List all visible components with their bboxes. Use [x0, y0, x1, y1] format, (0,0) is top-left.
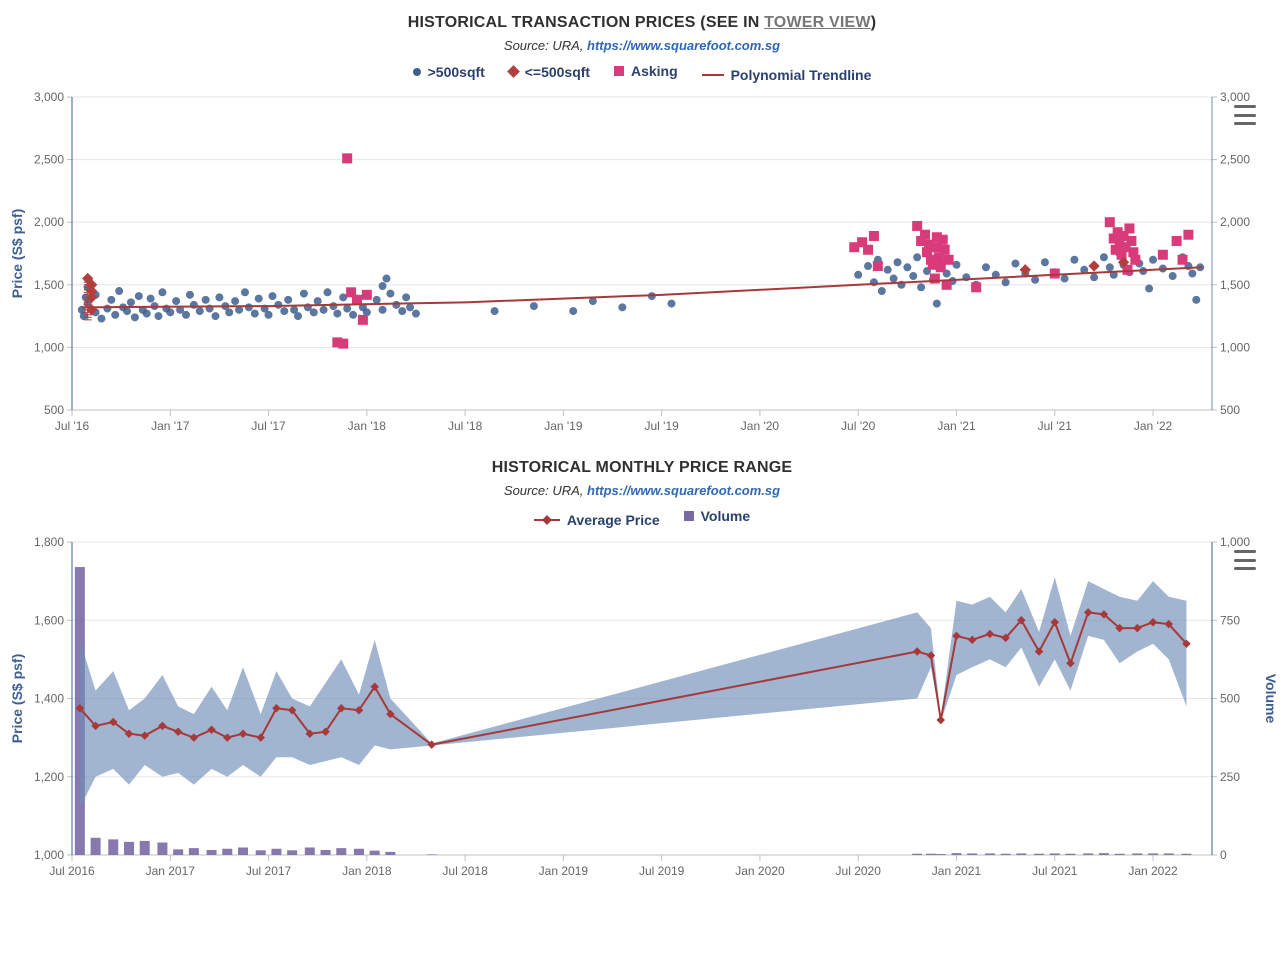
svg-text:Jul '18: Jul '18 [448, 419, 483, 433]
legend-vol[interactable]: Volume [684, 508, 751, 524]
legend-under500-label: <=500sqft [525, 64, 590, 80]
svg-text:Volume: Volume [1263, 674, 1279, 724]
chart1-menu-icon[interactable] [1234, 104, 1256, 126]
svg-text:2,500: 2,500 [34, 153, 64, 167]
svg-text:Jan '18: Jan '18 [348, 419, 387, 433]
chart2-subtitle: Source: URA, https://www.squarefoot.com.… [0, 483, 1284, 498]
line-marker-icon [534, 519, 560, 521]
chart2-legend: Average Price Volume [0, 508, 1284, 528]
svg-text:2,500: 2,500 [1220, 153, 1250, 167]
chart1-container: HISTORICAL TRANSACTION PRICES (SEE IN TO… [0, 14, 1284, 445]
chart1-subtitle-prefix: Source: URA, [504, 38, 587, 53]
chart1-title-prefix: HISTORICAL TRANSACTION PRICES (SEE IN [408, 14, 764, 31]
svg-text:Jan '20: Jan '20 [741, 419, 780, 433]
legend-over500[interactable]: >500sqft [413, 64, 485, 80]
svg-text:Jul 2016: Jul 2016 [49, 864, 95, 878]
svg-text:Jul '17: Jul '17 [251, 419, 286, 433]
svg-text:Price (S$ psf): Price (S$ psf) [9, 654, 25, 743]
diamond-icon [507, 65, 520, 78]
svg-text:0: 0 [1220, 848, 1227, 862]
chart1-legend: >500sqft <=500sqft Asking Polynomial Tre… [0, 63, 1284, 83]
legend-asking[interactable]: Asking [614, 63, 678, 79]
svg-text:1,000: 1,000 [1220, 340, 1250, 354]
svg-text:Price (S$ psf): Price (S$ psf) [9, 209, 25, 298]
svg-text:1,600: 1,600 [34, 613, 64, 627]
legend-avg-label: Average Price [567, 512, 660, 528]
square-icon [614, 66, 624, 76]
chart1-title-suffix: ) [871, 14, 877, 31]
svg-text:750: 750 [1220, 613, 1240, 627]
chart2-subtitle-prefix: Source: URA, [504, 483, 587, 498]
line-icon [702, 74, 724, 76]
svg-text:Jul '19: Jul '19 [644, 419, 679, 433]
legend-trend[interactable]: Polynomial Trendline [702, 67, 872, 83]
svg-text:2,000: 2,000 [34, 215, 64, 229]
svg-text:Jul '21: Jul '21 [1038, 419, 1073, 433]
svg-text:Jan '17: Jan '17 [151, 419, 190, 433]
svg-text:Jan 2018: Jan 2018 [342, 864, 392, 878]
svg-text:3,000: 3,000 [1220, 90, 1250, 104]
svg-text:Jan 2020: Jan 2020 [735, 864, 785, 878]
chart2-menu-icon[interactable] [1234, 549, 1256, 571]
chart1-subtitle-link[interactable]: https://www.squarefoot.com.sg [587, 38, 780, 53]
chart2-subtitle-link[interactable]: https://www.squarefoot.com.sg [587, 483, 780, 498]
svg-text:Jan '19: Jan '19 [544, 419, 583, 433]
dot-icon [413, 68, 421, 76]
svg-text:500: 500 [1220, 403, 1240, 417]
legend-trend-label: Polynomial Trendline [731, 67, 872, 83]
svg-text:Jan '22: Jan '22 [1134, 419, 1173, 433]
legend-vol-label: Volume [701, 508, 751, 524]
square-icon [684, 511, 694, 521]
legend-asking-label: Asking [631, 63, 678, 79]
svg-text:Jul 2017: Jul 2017 [246, 864, 292, 878]
svg-text:1,500: 1,500 [34, 278, 64, 292]
svg-text:3,000: 3,000 [34, 90, 64, 104]
svg-text:Jul 2019: Jul 2019 [639, 864, 685, 878]
chart2-title: HISTORICAL MONTHLY PRICE RANGE [0, 459, 1284, 477]
svg-text:Jul 2020: Jul 2020 [836, 864, 882, 878]
svg-text:1,000: 1,000 [34, 340, 64, 354]
chart1-subtitle: Source: URA, https://www.squarefoot.com.… [0, 38, 1284, 53]
chart1-title-link[interactable]: TOWER VIEW [764, 14, 871, 31]
svg-text:1,200: 1,200 [34, 770, 64, 784]
svg-text:Jan 2017: Jan 2017 [146, 864, 196, 878]
legend-under500[interactable]: <=500sqft [509, 64, 590, 80]
svg-text:500: 500 [1220, 692, 1240, 706]
svg-text:2,000: 2,000 [1220, 215, 1250, 229]
chart2-container: HISTORICAL MONTHLY PRICE RANGE Source: U… [0, 459, 1284, 890]
svg-text:Jan 2022: Jan 2022 [1128, 864, 1178, 878]
chart2-plot: 1,000 1,200 1,400 1,600 1,800 0 250 500 750 1,000… [0, 530, 1284, 890]
svg-text:500: 500 [44, 403, 64, 417]
svg-text:Jul '20: Jul '20 [841, 419, 876, 433]
svg-text:Jan 2021: Jan 2021 [932, 864, 982, 878]
chart1-title: HISTORICAL TRANSACTION PRICES (SEE IN TO… [0, 14, 1284, 32]
svg-text:Jul 2021: Jul 2021 [1032, 864, 1078, 878]
svg-text:Jul '16: Jul '16 [55, 419, 90, 433]
svg-text:1,400: 1,400 [34, 692, 64, 706]
svg-text:1,000: 1,000 [34, 848, 64, 862]
svg-text:1,800: 1,800 [34, 535, 64, 549]
chart1-plot: 500 500 1,000 1,000 1,500 1,500 2,000 2,000 2,50… [0, 85, 1284, 445]
legend-avg[interactable]: Average Price [534, 512, 660, 528]
svg-text:250: 250 [1220, 770, 1240, 784]
legend-over500-label: >500sqft [428, 64, 485, 80]
svg-text:1,500: 1,500 [1220, 278, 1250, 292]
svg-text:1,000: 1,000 [1220, 535, 1250, 549]
svg-text:Jul 2018: Jul 2018 [442, 864, 488, 878]
svg-text:Jan 2019: Jan 2019 [539, 864, 589, 878]
svg-text:Jan '21: Jan '21 [937, 419, 976, 433]
